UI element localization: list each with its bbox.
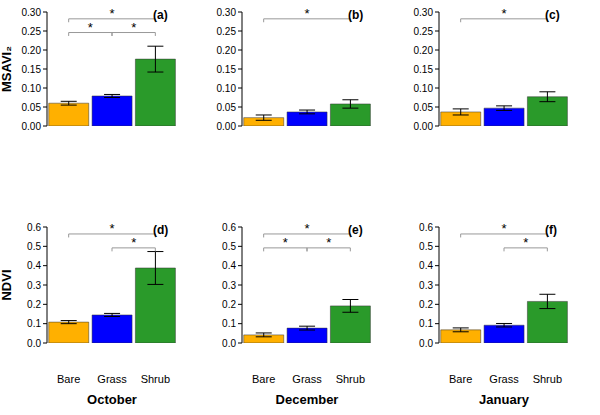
svg-text:*: * xyxy=(88,20,93,35)
html-text:(f): (f) xyxy=(545,223,557,237)
svg-text:0.5: 0.5 xyxy=(222,241,236,252)
svg-text:Grass: Grass xyxy=(489,373,519,385)
svg-text:0.10: 0.10 xyxy=(414,83,434,94)
svg-text:0.20: 0.20 xyxy=(217,45,237,56)
svg-text:*: * xyxy=(523,235,528,250)
html-text:January: January xyxy=(479,392,529,407)
svg-text:*: * xyxy=(501,6,506,21)
svg-text:0.6: 0.6 xyxy=(419,222,433,233)
svg-text:0.00: 0.00 xyxy=(414,121,434,132)
svg-text:0.10: 0.10 xyxy=(22,83,42,94)
svg-text:0.5: 0.5 xyxy=(419,241,433,252)
svg-text:0.4: 0.4 xyxy=(27,260,41,271)
svg-text:0.6: 0.6 xyxy=(222,222,236,233)
svg-text:0.25: 0.25 xyxy=(414,26,434,37)
svg-text:0.15: 0.15 xyxy=(217,64,237,75)
svg-text:0.25: 0.25 xyxy=(22,26,42,37)
svg-text:0.30: 0.30 xyxy=(22,7,42,18)
svg-text:*: * xyxy=(131,20,136,35)
svg-text:*: * xyxy=(304,6,309,21)
svg-text:Shrub: Shrub xyxy=(336,373,365,385)
svg-text:0.20: 0.20 xyxy=(414,45,434,56)
svg-text:*: * xyxy=(109,6,114,21)
svg-text:0.0: 0.0 xyxy=(27,338,41,349)
svg-text:0.00: 0.00 xyxy=(22,121,42,132)
html-text:(a): (a) xyxy=(153,8,168,22)
svg-text:0.30: 0.30 xyxy=(217,7,237,18)
svg-text:0.15: 0.15 xyxy=(414,64,434,75)
svg-text:0.5: 0.5 xyxy=(27,241,41,252)
svg-text:0.4: 0.4 xyxy=(419,260,433,271)
svg-text:0.6: 0.6 xyxy=(27,222,41,233)
svg-text:Grass: Grass xyxy=(292,373,322,385)
svg-text:*: * xyxy=(501,221,506,236)
html-text:(d): (d) xyxy=(153,223,169,237)
svg-text:MSAVI₂: MSAVI₂ xyxy=(8,46,14,92)
svg-text:Shrub: Shrub xyxy=(533,373,562,385)
svg-text:0.3: 0.3 xyxy=(222,280,236,291)
svg-text:*: * xyxy=(326,235,331,250)
svg-text:0.3: 0.3 xyxy=(419,280,433,291)
svg-text:0.05: 0.05 xyxy=(414,102,434,113)
svg-text:0.30: 0.30 xyxy=(414,7,434,18)
svg-text:*: * xyxy=(131,235,136,250)
svg-text:Bare: Bare xyxy=(252,373,275,385)
svg-text:0.1: 0.1 xyxy=(419,318,433,329)
svg-text:Bare: Bare xyxy=(449,373,472,385)
svg-text:0.1: 0.1 xyxy=(222,318,236,329)
html-text:(c): (c) xyxy=(545,8,560,22)
svg-text:0.0: 0.0 xyxy=(222,338,236,349)
svg-text:0.4: 0.4 xyxy=(222,260,236,271)
html-text:(e): (e) xyxy=(348,223,363,237)
svg-text:0.3: 0.3 xyxy=(27,280,41,291)
html-text:(b): (b) xyxy=(348,8,364,22)
svg-text:NDVI: NDVI xyxy=(8,269,14,300)
svg-text:Shrub: Shrub xyxy=(141,373,170,385)
svg-text:0.2: 0.2 xyxy=(27,299,41,310)
html-text:December: December xyxy=(275,392,339,407)
svg-text:0.05: 0.05 xyxy=(217,102,237,113)
svg-text:Bare: Bare xyxy=(57,373,80,385)
svg-text:*: * xyxy=(109,221,114,236)
svg-text:0.2: 0.2 xyxy=(222,299,236,310)
svg-text:0.20: 0.20 xyxy=(22,45,42,56)
svg-text:0.15: 0.15 xyxy=(22,64,42,75)
svg-text:*: * xyxy=(283,235,288,250)
svg-text:*: * xyxy=(304,221,309,236)
svg-text:0.10: 0.10 xyxy=(217,83,237,94)
html-text:October: October xyxy=(87,392,137,407)
svg-text:0.25: 0.25 xyxy=(217,26,237,37)
svg-text:0.2: 0.2 xyxy=(419,299,433,310)
svg-text:0.05: 0.05 xyxy=(22,102,42,113)
svg-text:0.1: 0.1 xyxy=(27,318,41,329)
svg-text:0.0: 0.0 xyxy=(419,338,433,349)
svg-text:0.00: 0.00 xyxy=(217,121,237,132)
svg-text:Grass: Grass xyxy=(97,373,127,385)
